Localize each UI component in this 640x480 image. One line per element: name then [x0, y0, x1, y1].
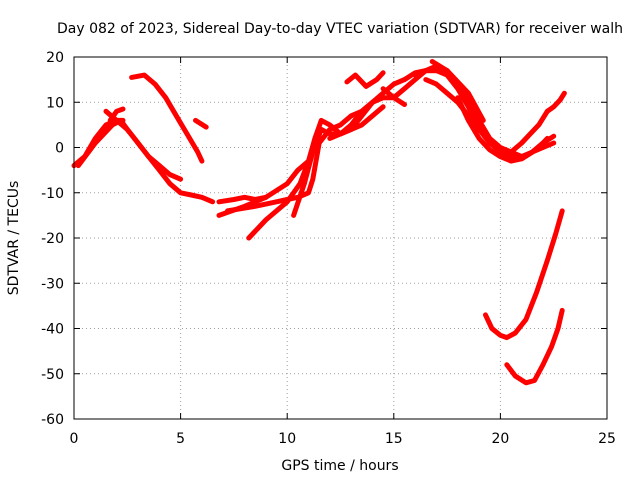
x-tick-label: 25: [598, 431, 616, 447]
x-axis-label: GPS time / hours: [281, 458, 398, 474]
series-trace-14: [380, 86, 407, 107]
y-tick-label: -60: [41, 412, 64, 428]
chart-title: Day 082 of 2023, Sidereal Day-to-day VTE…: [57, 21, 623, 37]
series-trace-4: [107, 106, 126, 123]
series-trace-19: [455, 95, 557, 164]
series-trace-13: [344, 70, 386, 89]
series-trace-18: [429, 59, 486, 123]
series-trace-17: [423, 77, 482, 132]
series-trace-22: [483, 208, 565, 341]
y-axis-label: SDTVAR / TECUs: [6, 181, 22, 296]
y-tick-label: -40: [41, 322, 64, 338]
series-trace-6: [193, 117, 209, 130]
series-trace-20: [508, 108, 550, 155]
y-axis-ticks: -60 -50 -40 -30 -20 -10 0 10 20: [41, 50, 607, 428]
series-trace-10: [225, 99, 375, 214]
y-tick-label: 20: [46, 50, 64, 66]
x-tick-label: 20: [491, 431, 509, 447]
y-tick-label: 10: [46, 95, 64, 111]
x-tick-label: 10: [278, 431, 296, 447]
x-axis-ticks: 0 5 10 15 20 25: [70, 57, 616, 447]
series-trace-5: [129, 72, 205, 164]
x-tick-label: 15: [385, 431, 403, 447]
y-tick-label: -50: [41, 367, 64, 383]
plot-series: [71, 59, 567, 386]
y-tick-label: 0: [55, 141, 64, 157]
y-tick-label: -10: [41, 186, 64, 202]
series-trace-23: [504, 307, 565, 386]
x-tick-label: 0: [70, 431, 79, 447]
series-trace-21: [544, 90, 567, 114]
y-tick-label: -20: [41, 231, 64, 247]
x-tick-label: 5: [176, 431, 185, 447]
series-trace-3: [103, 108, 216, 205]
series-trace-12: [327, 68, 439, 141]
y-tick-label: -30: [41, 276, 64, 292]
